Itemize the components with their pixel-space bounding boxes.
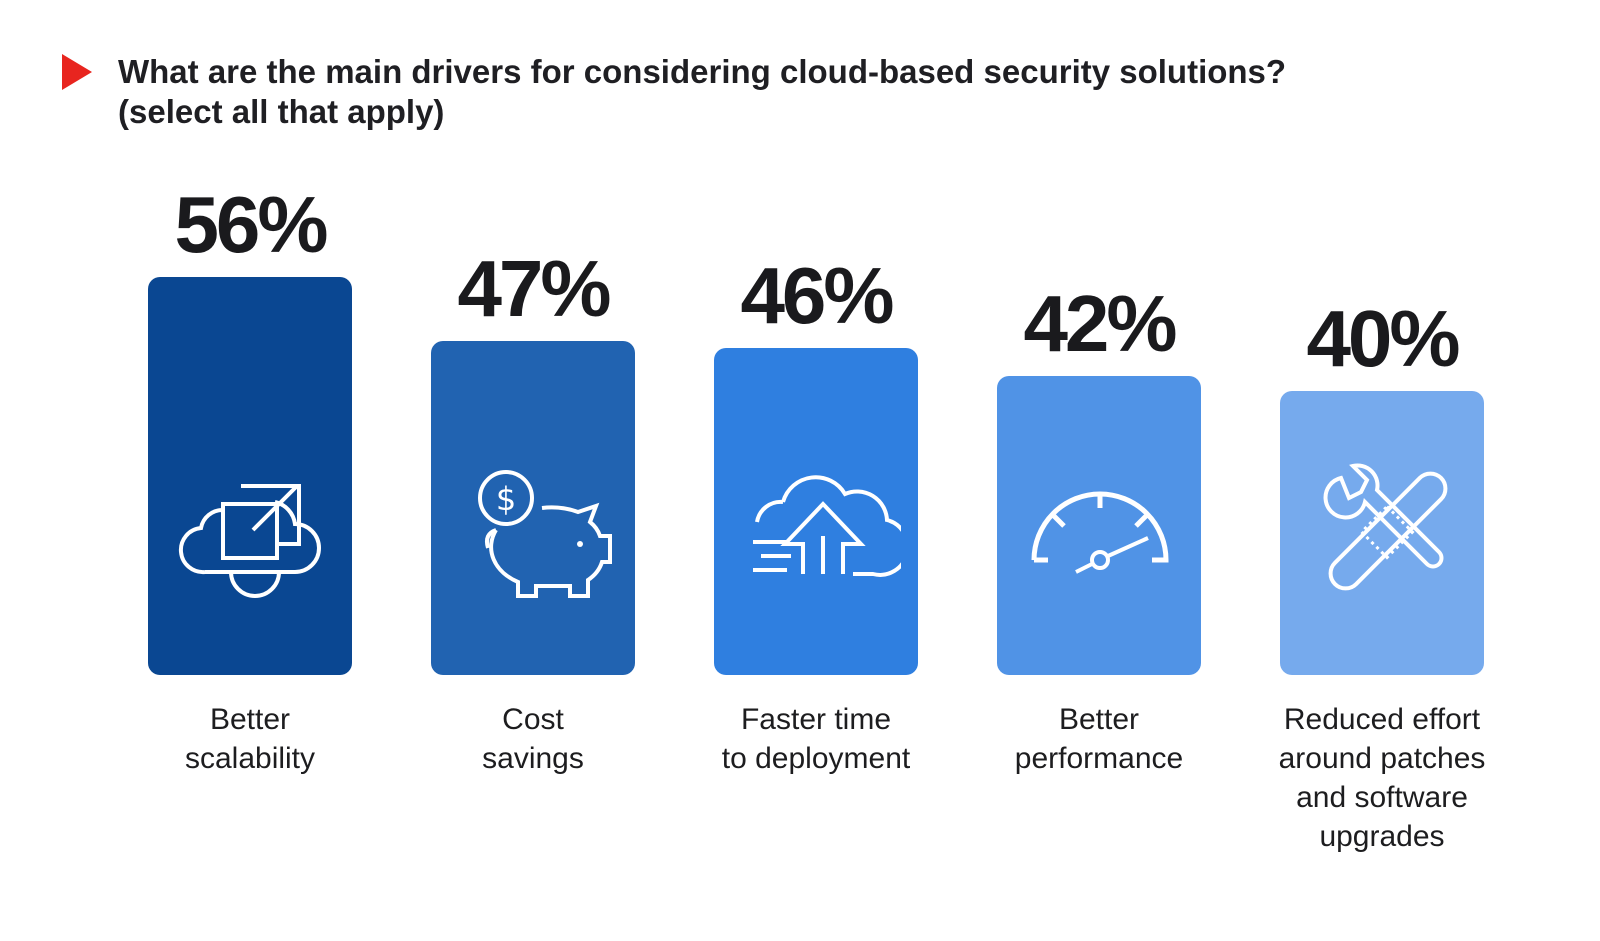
bar-1 [148, 277, 352, 675]
bar-2 [431, 341, 635, 675]
bar-4 [997, 376, 1201, 675]
category-label: Better scalability [120, 700, 380, 778]
category-label-line: performance [1014, 742, 1184, 775]
piggy-bank-icon: $ [448, 442, 618, 612]
chart-title: What are the main drivers for considerin… [118, 53, 1287, 90]
category-label-line: scalability [184, 742, 316, 775]
category-label-line: Faster time [740, 703, 892, 736]
cloud-scale-icon [165, 442, 335, 612]
bar-value-label: 40% [1306, 294, 1460, 383]
cloud-upload-icon [731, 442, 910, 612]
speedometer-icon [1014, 442, 1184, 612]
category-label-line: around patches [1278, 742, 1486, 775]
bar-5 [1280, 391, 1484, 675]
bar-value-label: 42% [1023, 279, 1177, 368]
category-label: Better performance [969, 700, 1229, 778]
bar-value-label: 46% [740, 251, 894, 340]
bar-value-label: 47% [457, 244, 611, 333]
title-marker-icon [62, 54, 92, 90]
tools-icon [1297, 442, 1467, 612]
category-label-line: and software [1296, 781, 1468, 814]
bar-value-label: 56% [174, 180, 328, 269]
category-label-line: to deployment [721, 742, 911, 775]
category-label: Cost savings [403, 700, 663, 778]
chart-subtitle: (select all that apply) [118, 93, 445, 130]
category-label-line: Cost [502, 703, 564, 736]
category-label-line: Better [1058, 703, 1140, 736]
category-label-line: Better [209, 703, 291, 736]
svg-text:$: $ [496, 480, 516, 518]
category-label: Reduced effort around patches and software… [1252, 700, 1512, 856]
category-label-line: Reduced effort [1283, 703, 1481, 736]
category-label: Faster time to deployment [686, 700, 946, 778]
category-label-line: upgrades [1319, 820, 1445, 853]
category-label-line: savings [482, 742, 584, 775]
